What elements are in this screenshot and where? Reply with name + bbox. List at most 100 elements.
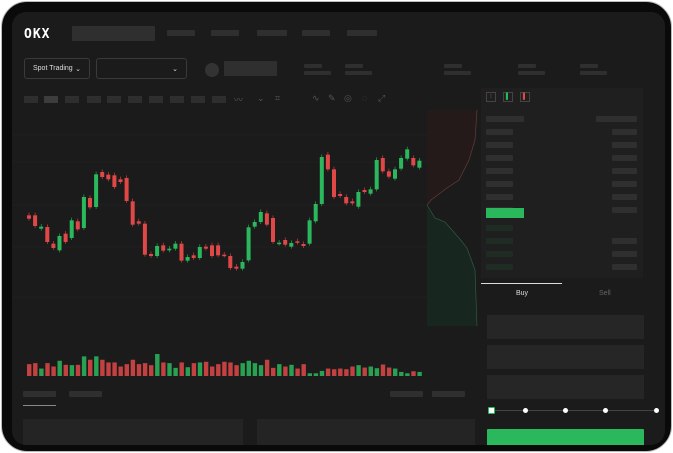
- percent-slider[interactable]: [492, 410, 658, 411]
- candle: [283, 237, 288, 247]
- orderbook-cell: [486, 225, 513, 231]
- wave-icon[interactable]: ∿: [312, 93, 320, 103]
- volume-bar: [185, 367, 190, 376]
- candle-body: [45, 227, 50, 242]
- candle: [338, 191, 343, 198]
- orderbook-cell: [612, 251, 637, 257]
- volume-bar: [325, 368, 331, 376]
- volume-bar: [130, 359, 136, 376]
- orderbook-asks-icon[interactable]: ▌: [520, 92, 530, 102]
- volume-bar: [264, 359, 270, 376]
- candle-body: [228, 256, 233, 268]
- volume-bar: [289, 364, 294, 376]
- crosshair-icon[interactable]: ⌗: [275, 93, 281, 103]
- settings-icon[interactable]: ◎: [344, 93, 352, 103]
- candle: [386, 168, 391, 179]
- candle-body: [295, 241, 300, 243]
- nav-item[interactable]: [167, 30, 195, 36]
- candle: [393, 166, 397, 181]
- candle: [319, 154, 324, 206]
- volume-bar: [216, 364, 221, 376]
- slider-stop-25[interactable]: [523, 408, 528, 413]
- nav-item[interactable]: [211, 30, 239, 36]
- candle-body: [179, 243, 184, 261]
- candle: [240, 259, 245, 271]
- tab-order-history[interactable]: [69, 391, 102, 397]
- volume-bar: [332, 369, 337, 376]
- slider-stop-100[interactable]: [654, 408, 659, 413]
- candle: [155, 243, 160, 258]
- candle-body: [39, 226, 44, 229]
- volume-bar: [240, 363, 245, 376]
- candle-body: [386, 171, 391, 177]
- slider-stop-50[interactable]: [563, 408, 568, 413]
- volume-bar: [155, 354, 160, 376]
- candle-body: [313, 204, 318, 222]
- filter-button[interactable]: [432, 391, 465, 397]
- candle: [100, 169, 105, 179]
- price-input[interactable]: [487, 315, 644, 339]
- tab-buy[interactable]: Buy: [516, 290, 529, 297]
- total-input[interactable]: [487, 375, 644, 399]
- timeframe-button[interactable]: [191, 96, 205, 103]
- orderbook-cell: [612, 238, 637, 244]
- volume-bar: [234, 365, 239, 376]
- candle-body: [246, 227, 251, 261]
- timeframe-button[interactable]: [24, 96, 38, 103]
- pair-select[interactable]: ⌄: [96, 58, 187, 79]
- filter-button[interactable]: [390, 391, 423, 397]
- timeframe-button[interactable]: [65, 96, 79, 103]
- candle-body: [368, 189, 373, 194]
- candle-body: [118, 179, 123, 182]
- pencil-icon[interactable]: ✎: [328, 93, 336, 103]
- indicator-icon[interactable]: ⌄: [257, 93, 265, 103]
- amount-input[interactable]: [487, 345, 644, 369]
- nav-item[interactable]: [347, 30, 377, 36]
- candlestick-chart[interactable]: [12, 107, 482, 382]
- volume-bar: [75, 364, 81, 376]
- nav-item[interactable]: [257, 30, 287, 36]
- volume-bar: [94, 356, 99, 376]
- slider-handle[interactable]: [488, 407, 495, 414]
- timeframe-button[interactable]: [87, 96, 101, 103]
- coin-icon: [205, 63, 219, 77]
- candle-body: [136, 221, 141, 224]
- timeframe-button[interactable]: [212, 96, 226, 103]
- nav-item[interactable]: [302, 30, 330, 36]
- timeframe-button[interactable]: [128, 96, 142, 103]
- search-bar[interactable]: [72, 26, 155, 41]
- volume-bar: [362, 367, 367, 376]
- volume-bar: [411, 371, 416, 376]
- candle: [57, 233, 62, 253]
- buy-tab-indicator: [481, 283, 562, 284]
- slider-stop-75[interactable]: [603, 408, 608, 413]
- stat-label: [345, 64, 363, 68]
- candle-body: [142, 223, 147, 255]
- candle-body: [33, 215, 38, 226]
- candle: [136, 218, 141, 226]
- candle: [39, 224, 44, 231]
- line-tool-icon[interactable]: 〰: [234, 95, 244, 105]
- timeframe-button[interactable]: [107, 96, 121, 103]
- orderbook-both-icon[interactable]: ⁝: [486, 92, 496, 102]
- volume-bar: [374, 368, 380, 376]
- market-type-select[interactable]: Spot Trading ⌄: [24, 58, 90, 79]
- candle-body: [69, 220, 74, 238]
- volume-bar: [258, 365, 264, 376]
- tab-sell[interactable]: Sell: [599, 290, 611, 297]
- volume-bar: [277, 364, 282, 376]
- timeframe-button[interactable]: [149, 96, 163, 103]
- chevron-down-icon: ⌄: [75, 65, 81, 73]
- fullscreen-icon[interactable]: ⤢: [378, 93, 386, 103]
- buy-button[interactable]: [487, 429, 644, 445]
- tab-open-orders[interactable]: [23, 391, 56, 397]
- candle-body: [252, 222, 257, 227]
- orderbook-bids-icon[interactable]: ▌: [503, 92, 513, 102]
- orderbook-cell: [612, 181, 637, 187]
- candle-body: [362, 190, 367, 192]
- orderbook-cell: [596, 116, 637, 122]
- candle-body: [51, 243, 56, 248]
- timeframe-button[interactable]: [170, 96, 184, 103]
- camera-icon[interactable]: ◌: [362, 93, 368, 103]
- timeframe-button[interactable]: [44, 96, 58, 103]
